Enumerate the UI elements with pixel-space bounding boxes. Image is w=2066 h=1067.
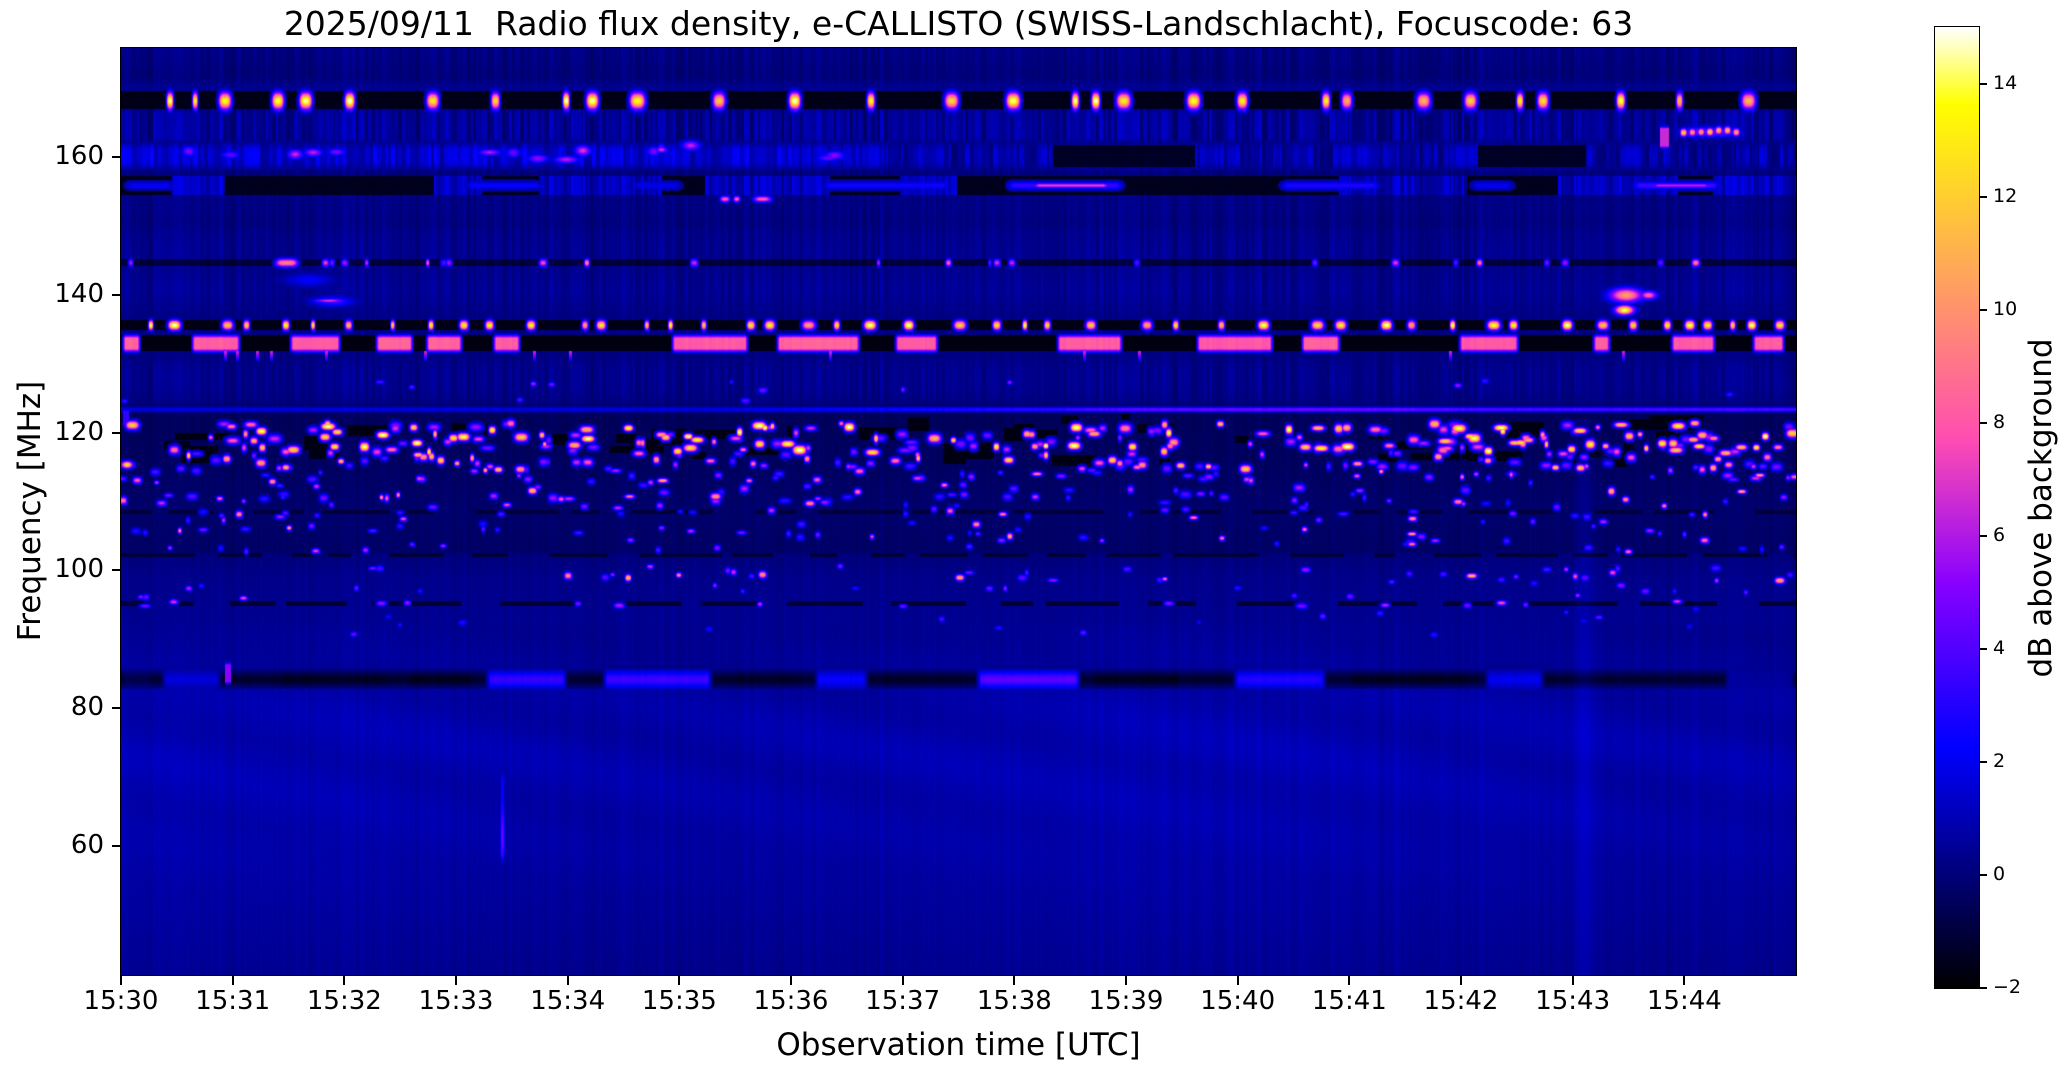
y-tick-label: 80 bbox=[70, 692, 104, 723]
y-tick-mark bbox=[112, 293, 121, 296]
x-tick-label: 15:43 bbox=[1535, 986, 1611, 1016]
colorbar-label: dB above background bbox=[2023, 338, 2059, 678]
y-tick-mark bbox=[112, 431, 121, 434]
colorbar-tick-label: 6 bbox=[1993, 523, 2006, 546]
x-tick-mark bbox=[1460, 976, 1462, 985]
x-tick-label: 15:31 bbox=[195, 986, 271, 1016]
chart-title: 2025/09/11 Radio flux density, e-CALLIST… bbox=[283, 4, 1634, 43]
x-tick-label: 15:30 bbox=[83, 986, 159, 1016]
y-axis-label: Frequency [MHz] bbox=[12, 380, 48, 642]
colorbar-tick-label: 8 bbox=[1993, 410, 2006, 433]
y-tick-label: 160 bbox=[54, 140, 104, 171]
x-tick-label: 15:37 bbox=[865, 986, 941, 1016]
y-tick-label: 60 bbox=[70, 830, 104, 861]
x-tick-mark bbox=[1236, 976, 1239, 985]
y-tick-mark bbox=[112, 569, 121, 572]
y-tick-label: 120 bbox=[54, 416, 104, 447]
colorbar-tick-mark bbox=[1980, 82, 1987, 85]
colorbar-tick-mark bbox=[1980, 987, 1987, 989]
x-tick-mark bbox=[1571, 976, 1574, 985]
x-tick-label: 15:35 bbox=[641, 986, 717, 1016]
colorbar-tick-label: 0 bbox=[1993, 862, 2006, 885]
x-tick-mark bbox=[343, 976, 346, 985]
x-tick-label: 15:36 bbox=[753, 986, 829, 1016]
x-tick-mark bbox=[1348, 976, 1351, 985]
x-tick-mark bbox=[1013, 976, 1016, 985]
x-tick-label: 15:44 bbox=[1646, 986, 1722, 1016]
spectrogram-heatmap bbox=[121, 48, 1796, 975]
x-tick-mark bbox=[120, 976, 122, 985]
x-tick-mark bbox=[1125, 976, 1127, 985]
colorbar-tick-label: 2 bbox=[1993, 749, 2006, 772]
colorbar-tick-mark bbox=[1980, 873, 1987, 876]
y-tick-mark bbox=[112, 707, 121, 710]
x-tick-mark bbox=[455, 976, 457, 985]
colorbar-tick-label: 10 bbox=[1993, 297, 2018, 320]
colorbar-tick-mark bbox=[1980, 760, 1987, 763]
x-tick-mark bbox=[678, 976, 681, 985]
colorbar-tick-label: −2 bbox=[1993, 976, 2022, 998]
x-tick-label: 15:33 bbox=[418, 986, 494, 1016]
x-tick-label: 15:39 bbox=[1088, 986, 1164, 1016]
y-tick-label: 100 bbox=[54, 554, 104, 585]
x-axis-label: Observation time [UTC] bbox=[776, 1027, 1141, 1063]
colorbar-tick-mark bbox=[1980, 647, 1987, 650]
colorbar bbox=[1935, 27, 1979, 988]
x-tick-label: 15:34 bbox=[530, 986, 606, 1016]
colorbar-tick-label: 14 bbox=[1993, 71, 2018, 94]
y-tick-mark bbox=[112, 845, 121, 848]
x-tick-mark bbox=[566, 976, 569, 985]
x-tick-label: 15:41 bbox=[1311, 986, 1387, 1016]
x-tick-mark bbox=[231, 976, 234, 985]
colorbar-tick-mark bbox=[1980, 308, 1987, 311]
x-tick-label: 15:42 bbox=[1423, 986, 1499, 1016]
x-tick-mark bbox=[1683, 976, 1686, 985]
colorbar-tick-mark bbox=[1980, 195, 1987, 198]
colorbar-tick-mark bbox=[1980, 534, 1987, 537]
x-tick-label: 15:38 bbox=[976, 986, 1052, 1016]
colorbar-tick-label: 12 bbox=[1993, 184, 2018, 207]
colorbar-tick-mark bbox=[1980, 421, 1987, 424]
x-tick-label: 15:40 bbox=[1200, 986, 1276, 1016]
colorbar-tick-label: 4 bbox=[1993, 636, 2006, 659]
x-tick-mark bbox=[901, 976, 904, 985]
y-tick-mark bbox=[112, 155, 121, 158]
x-tick-mark bbox=[790, 976, 792, 985]
x-tick-label: 15:32 bbox=[306, 986, 382, 1016]
y-tick-label: 140 bbox=[54, 278, 104, 309]
